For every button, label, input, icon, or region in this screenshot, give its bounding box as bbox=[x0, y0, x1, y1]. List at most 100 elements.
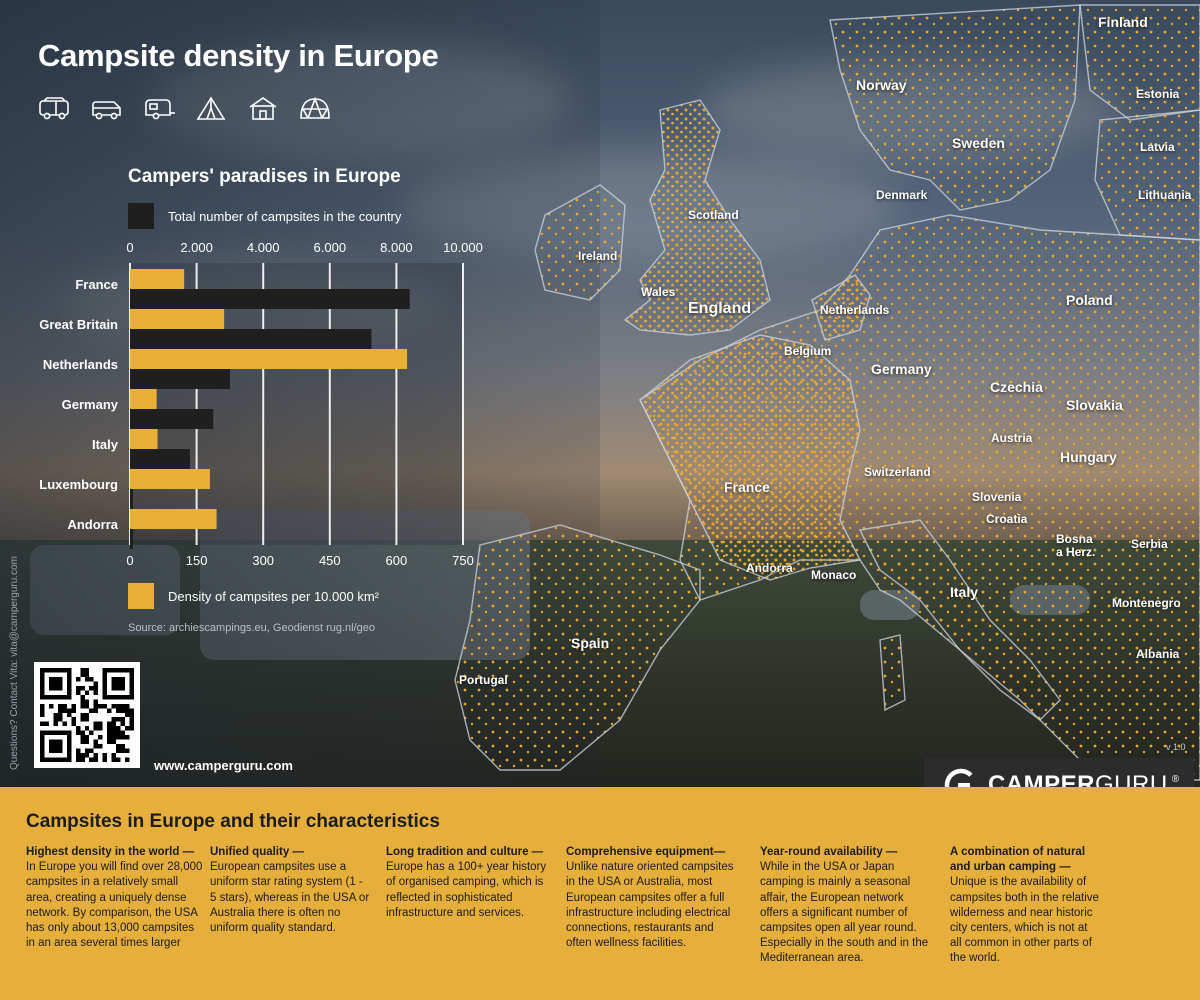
column-text: Europe has a 100+ year history of organi… bbox=[386, 861, 547, 919]
iberia-landmass bbox=[454, 524, 701, 771]
column-text: In Europe you will find over 28,000 camp… bbox=[26, 861, 203, 950]
characteristic-column: Comprehensive equipment— Unlike nature o… bbox=[566, 845, 742, 951]
accommodation-icons bbox=[38, 96, 332, 122]
top-axis-tick: 8.000 bbox=[380, 240, 413, 255]
map-label-slovenia: Slovenia bbox=[972, 490, 1022, 504]
legend-total-label: Total number of campsites in the country bbox=[168, 208, 402, 224]
europe-map bbox=[454, 4, 1200, 781]
column-heading: Unified quality — bbox=[210, 846, 304, 858]
chart-title: Campers' paradises in Europe bbox=[128, 166, 401, 187]
map-label-estonia: Estonia bbox=[1136, 87, 1180, 101]
map-label-serbia: Serbia bbox=[1131, 537, 1168, 551]
van-icon bbox=[92, 101, 121, 120]
category-label: Italy bbox=[92, 437, 119, 452]
map-label-albania: Albania bbox=[1136, 647, 1180, 661]
france-landmass bbox=[639, 334, 862, 581]
bar-total bbox=[130, 329, 372, 349]
map-label-slovakia: Slovakia bbox=[1066, 397, 1123, 413]
qr-code[interactable] bbox=[34, 662, 140, 768]
characteristic-column: Highest density in the world — In Europe… bbox=[26, 845, 206, 951]
bar-total bbox=[130, 369, 230, 389]
bar-total bbox=[130, 529, 133, 549]
map-label-england: England bbox=[688, 300, 752, 317]
map-label-france: France bbox=[724, 479, 770, 495]
bar-density bbox=[130, 309, 225, 329]
map-label-monaco: Monaco bbox=[811, 568, 857, 582]
map-label-norway: Norway bbox=[856, 77, 907, 93]
map-label-montenegro: Montenegro bbox=[1112, 596, 1181, 610]
website-link[interactable]: www.camperguru.com bbox=[154, 758, 293, 773]
legend-density: Density of campsites per 10.000 km² bbox=[128, 583, 379, 609]
sardinia-landmass bbox=[879, 634, 906, 712]
band-title: Campsites in Europe and their characteri… bbox=[26, 811, 440, 832]
map-label-ireland: Ireland bbox=[578, 249, 618, 263]
column-text: Unique is the availability of campsites … bbox=[950, 876, 1099, 965]
characteristics-band: Campsites in Europe and their characteri… bbox=[0, 787, 1200, 1000]
great-britain-landmass bbox=[623, 99, 771, 336]
legend-swatch-density bbox=[128, 583, 154, 609]
map-label-italy: Italy bbox=[950, 584, 979, 600]
bottom-axis-tick: 150 bbox=[186, 553, 208, 568]
contact-text: Questions? Contact Vita: vita@camperguru… bbox=[9, 556, 20, 770]
bar-density bbox=[130, 389, 157, 409]
characteristic-column: Year-round availability — While in the U… bbox=[760, 845, 932, 967]
ireland-landmass bbox=[534, 184, 626, 301]
category-label: Andorra bbox=[67, 517, 118, 532]
map-label-portugal: Portugal bbox=[459, 673, 508, 687]
norway-sweden-landmass bbox=[829, 4, 1081, 211]
top-axis-tick: 6.000 bbox=[314, 240, 347, 255]
caravan-icon bbox=[145, 99, 175, 120]
map-label-spain: Spain bbox=[571, 635, 610, 651]
characteristic-column: Long tradition and culture — Europe has … bbox=[386, 845, 556, 921]
category-label: Great Britain bbox=[39, 317, 118, 332]
brand-registered: ® bbox=[1171, 773, 1180, 785]
bar-total bbox=[130, 409, 214, 429]
bar-density bbox=[130, 349, 408, 369]
map-label-andorra: Andorra bbox=[746, 561, 793, 575]
legend-density-label: Density of campsites per 10.000 km² bbox=[168, 588, 379, 604]
legend-total: Total number of campsites in the country bbox=[128, 203, 401, 229]
bottom-axis-tick: 750 bbox=[452, 553, 474, 568]
cabin-icon bbox=[249, 97, 277, 120]
page-title: Campsite density in Europe bbox=[38, 38, 439, 73]
italy-landmass bbox=[858, 519, 1061, 721]
category-label: France bbox=[75, 277, 118, 292]
version-label: v 1.0 bbox=[1166, 742, 1186, 752]
category-label: Luxembourg bbox=[39, 477, 118, 492]
bar-density bbox=[130, 269, 185, 289]
top-axis-tick: 0 bbox=[126, 240, 133, 255]
column-text: While in the USA or Japan camping is mai… bbox=[760, 861, 929, 965]
legend-swatch-total bbox=[128, 203, 154, 229]
map-label-latvia: Latvia bbox=[1140, 140, 1175, 154]
bar-total bbox=[130, 289, 410, 309]
column-heading: A combination of natural and urban campi… bbox=[950, 846, 1086, 874]
column-heading: Year-round availability — bbox=[760, 846, 898, 858]
column-heading: Highest density in the world — bbox=[26, 846, 195, 858]
map-label-czechia: Czechia bbox=[990, 379, 1043, 395]
map-label-austria: Austria bbox=[991, 431, 1033, 445]
map-label-poland: Poland bbox=[1066, 292, 1113, 308]
column-heading: Comprehensive equipment— bbox=[566, 846, 726, 858]
category-label: Netherlands bbox=[43, 357, 118, 372]
map-label-croatia: Croatia bbox=[986, 512, 1028, 526]
chart-source: Source: archiescampings.eu, Geodienst ru… bbox=[128, 622, 376, 634]
top-axis-tick: 2.000 bbox=[180, 240, 213, 255]
camper-van-icon bbox=[39, 97, 69, 120]
map-label-denmark: Denmark bbox=[876, 188, 928, 202]
glamping-dome-icon bbox=[300, 96, 330, 119]
tent-icon bbox=[196, 96, 226, 120]
bar-density bbox=[130, 469, 210, 489]
bar-chart: 0 2.000 4.000 6.000 8.000 10.000 0 150 300 450 600… bbox=[39, 240, 483, 568]
map-label-switzerland: Switzerland bbox=[864, 465, 931, 479]
bottom-axis-tick: 450 bbox=[319, 553, 341, 568]
map-label-netherlands: Netherlands bbox=[820, 303, 890, 317]
column-text: Unlike nature oriented campsites in the … bbox=[566, 861, 734, 950]
netherlands-landmass bbox=[811, 274, 871, 341]
map-label-hungary: Hungary bbox=[1060, 449, 1117, 465]
baltics-landmass bbox=[1094, 109, 1200, 241]
bottom-axis-tick: 300 bbox=[252, 553, 274, 568]
bar-density bbox=[130, 509, 217, 529]
bar-total bbox=[130, 489, 133, 509]
top-axis-tick: 4.000 bbox=[247, 240, 280, 255]
map-label-belgium: Belgium bbox=[784, 344, 832, 358]
